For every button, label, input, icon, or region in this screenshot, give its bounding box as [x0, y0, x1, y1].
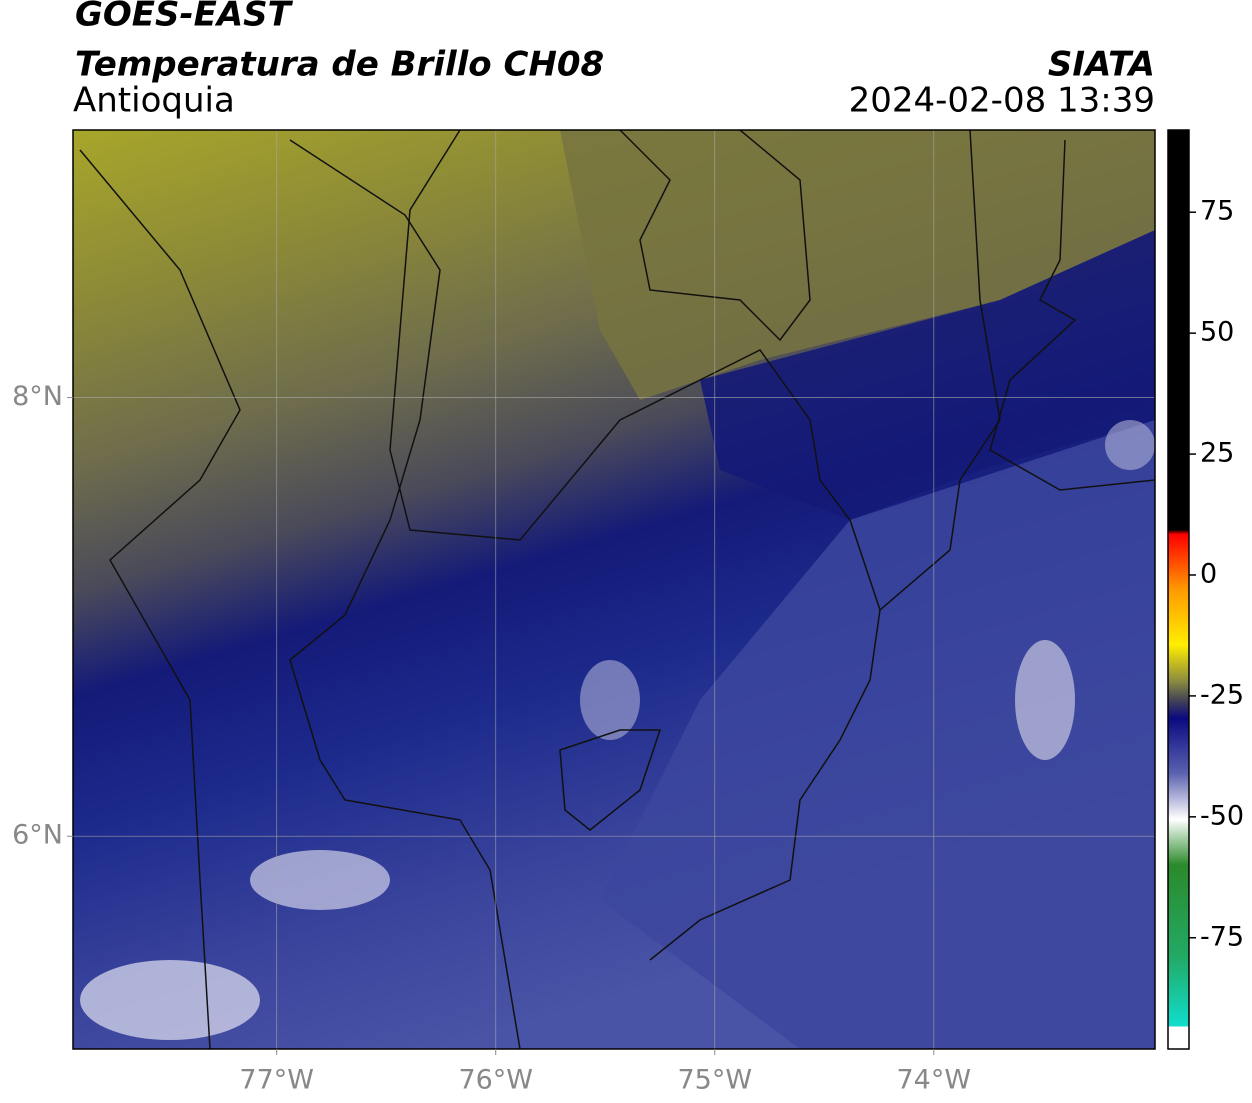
x-tick-label: 77°W [239, 1065, 314, 1096]
colorbar-tick-label: 0 [1200, 558, 1217, 589]
title: GOES-EAST [75, 0, 294, 35]
colorbar-tick-label: 50 [1200, 317, 1234, 348]
colorbar-tick-label: 25 [1200, 438, 1234, 469]
colorbar-tick-label: -75 [1200, 921, 1244, 952]
colorbar-tick-label: -50 [1200, 800, 1244, 831]
satellite-image [73, 130, 1155, 1049]
grid [73, 130, 1155, 1049]
map-frame [72, 129, 1156, 1050]
x-tick-label: 76°W [458, 1065, 533, 1096]
colorbar [1167, 129, 1190, 1050]
x-tick-label: 74°W [897, 1065, 972, 1096]
source: SIATA [1048, 45, 1155, 85]
y-tick-label: 8°N [12, 381, 63, 412]
x-tick-label: 75°W [677, 1065, 752, 1096]
subtitle: Temperatura de Brillo CH08 [75, 45, 604, 85]
datetime: 2024-02-08 13:39 [849, 81, 1155, 121]
colorbar-tick-label: 75 [1200, 196, 1234, 227]
region: Antioquia [73, 81, 235, 121]
y-tick-label: 6°N [12, 820, 63, 851]
colorbar-tick-label: -25 [1200, 679, 1244, 710]
